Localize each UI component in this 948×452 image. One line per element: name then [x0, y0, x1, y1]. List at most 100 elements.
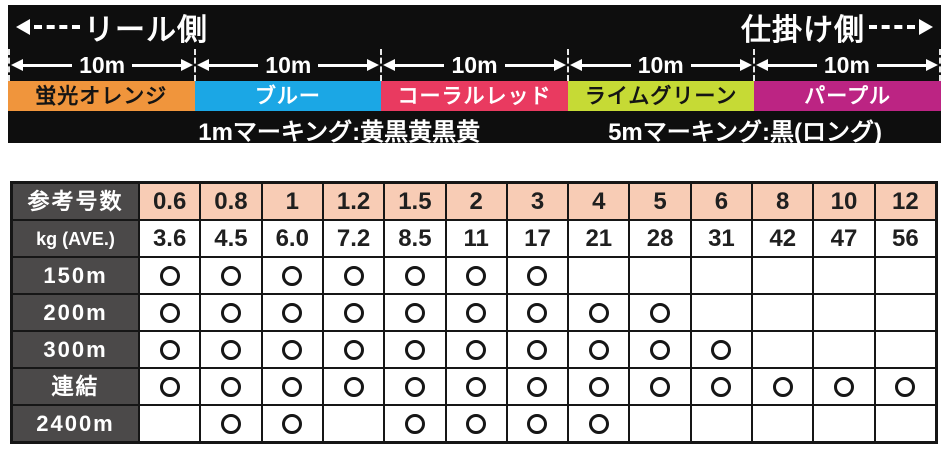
mark-cell — [753, 406, 813, 441]
arrow-line — [318, 63, 368, 67]
circle-mark-icon — [650, 376, 671, 397]
arrow-right-icon — [181, 59, 194, 71]
size-cell: 0.6 — [140, 184, 200, 219]
size-cell: 6 — [691, 184, 752, 219]
mark-cell — [507, 369, 568, 404]
strength-cell: 7.2 — [323, 221, 384, 256]
mark-cell — [140, 295, 200, 330]
strength-cell: 3.6 — [140, 221, 200, 256]
reel-side: リール側 — [16, 5, 208, 49]
circle-mark-icon — [711, 376, 732, 397]
circle-mark-icon — [343, 265, 364, 286]
mark-cell — [875, 406, 935, 441]
arrow-left-icon — [755, 59, 768, 71]
strength-cell: 56 — [875, 221, 935, 256]
mark-cell — [875, 295, 935, 330]
arrow-left-icon — [11, 59, 23, 71]
circle-mark-icon — [466, 265, 487, 286]
mark-cell — [630, 369, 690, 404]
circle-mark-icon — [159, 302, 180, 323]
mark-cell — [385, 332, 445, 367]
size-cell: 5 — [630, 184, 690, 219]
mark-cell — [753, 332, 813, 367]
segment-length-label: 10m — [451, 51, 498, 78]
mark-cell — [140, 332, 200, 367]
row-label-cell: 連結 — [13, 369, 138, 404]
mark-cell — [385, 258, 445, 293]
mark-cell — [446, 258, 506, 293]
rig-side: 仕掛け側 — [741, 5, 933, 49]
mark-cell — [507, 258, 568, 293]
circle-mark-icon — [466, 339, 487, 360]
circle-mark-icon — [282, 302, 303, 323]
mark-cell — [569, 369, 629, 404]
circle-mark-icon — [404, 302, 425, 323]
circle-mark-icon — [404, 265, 425, 286]
strength-cell: 47 — [814, 221, 874, 256]
circle-mark-icon — [404, 413, 425, 434]
line-color-banner: リール側 仕掛け側 10m 10m 10m 10m 10m 蛍光オレンジ ブルー コーラルレ… — [8, 5, 941, 143]
marking-5m-label: 5mマーキング:黒(ロング) — [608, 119, 883, 143]
mark-cell — [323, 406, 384, 441]
marking-1m-label: 1mマーキング:黄黒黄黒黄 — [198, 119, 481, 143]
color-segment: ライムグリーン — [567, 81, 755, 111]
mark-cell — [630, 295, 690, 330]
mark-cell — [753, 258, 813, 293]
circle-mark-icon — [527, 302, 548, 323]
arrow-line — [209, 63, 259, 67]
mark-cell — [262, 258, 322, 293]
circle-mark-icon — [527, 265, 548, 286]
mark-cell — [814, 258, 874, 293]
mark-cell — [201, 369, 261, 404]
mark-cell — [875, 332, 935, 367]
size-cell: 10 — [814, 184, 874, 219]
strength-cell: 42 — [753, 221, 813, 256]
mark-cell — [814, 295, 874, 330]
mark-cell — [446, 295, 506, 330]
arrow-line — [876, 63, 927, 67]
circle-mark-icon — [343, 302, 364, 323]
mark-cell — [140, 369, 200, 404]
size-cell: 1 — [262, 184, 322, 219]
mark-cell — [569, 258, 629, 293]
mark-cell — [323, 369, 384, 404]
row-label-cell: 300m — [13, 332, 138, 367]
mark-cell — [385, 295, 445, 330]
reel-side-arrow-icon — [16, 19, 30, 35]
circle-mark-icon — [588, 413, 609, 434]
circle-mark-icon — [527, 339, 548, 360]
circle-mark-icon — [527, 376, 548, 397]
arrow-right-icon — [739, 59, 752, 71]
circle-mark-icon — [466, 413, 487, 434]
color-bar: 蛍光オレンジ ブルー コーラルレッド ライムグリーン パープル — [8, 81, 941, 111]
arrow-line — [132, 63, 182, 67]
circle-mark-icon — [895, 376, 916, 397]
arrow-line — [690, 63, 740, 67]
mark-cell — [875, 258, 935, 293]
reel-side-label: リール側 — [84, 14, 208, 47]
mark-cell — [814, 332, 874, 367]
mark-cell — [753, 369, 813, 404]
color-segment: 蛍光オレンジ — [8, 81, 195, 111]
header-label-cell: 参考号数 — [13, 184, 138, 219]
arrow-left-icon — [569, 59, 582, 71]
arrow-line — [504, 63, 554, 67]
segment-length-label: 10m — [79, 51, 126, 78]
circle-mark-icon — [466, 376, 487, 397]
segment-length-label: 10m — [823, 51, 870, 78]
mark-cell — [630, 258, 690, 293]
circle-mark-icon — [159, 339, 180, 360]
arrow-right-icon — [367, 59, 380, 71]
mark-cell — [814, 406, 874, 441]
mark-cell — [323, 258, 384, 293]
mark-cell — [691, 369, 752, 404]
arrow-right-icon — [553, 59, 566, 71]
mark-cell — [691, 406, 752, 441]
arrow-line — [767, 63, 817, 67]
mark-cell — [262, 332, 322, 367]
row-label-cell: 200m — [13, 295, 138, 330]
mark-cell — [446, 332, 506, 367]
circle-mark-icon — [588, 339, 609, 360]
circle-mark-icon — [466, 302, 487, 323]
